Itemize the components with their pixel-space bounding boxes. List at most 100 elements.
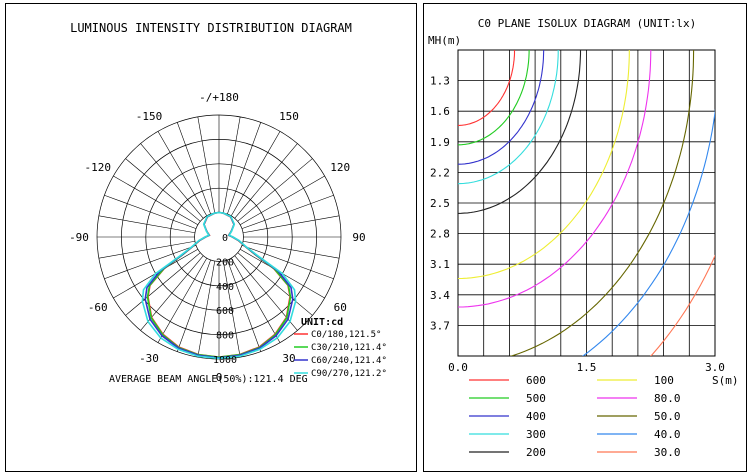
polar-legend-label: C90/270,121.2° [311,369,387,379]
polar-grid-spoke [222,116,241,214]
polar-legend-label: C0/180,121.5° [311,330,381,340]
isolux-y-tick: 2.8 [430,228,450,241]
polar-grid-spoke [104,194,197,229]
polar-curves [141,211,297,360]
isolux-y-tick: 1.6 [430,105,450,118]
polar-legend-label: C30/210,121.4° [311,343,387,353]
polar-grid-spoke [104,245,197,280]
polar-radial-tick: 0 [222,233,228,244]
isolux-y-axis-label: MH(m) [428,34,461,47]
polar-angle-label: 0 [216,371,223,384]
isolux-y-tick: 3.4 [430,289,450,302]
polar-grid-spoke [242,240,340,259]
polar-angle-label: -60 [88,301,108,314]
isolux-curves [458,50,715,356]
isolux-legend-label: 400 [526,410,546,423]
polar-grid-spoke [98,240,196,259]
isolux-contour [458,50,545,165]
polar-angle-label: 150 [279,110,299,123]
beam-angle-footer: AVERAGE BEAM ANGLE(50%):121.4 DEG [109,374,308,385]
polar-grid-spoke [157,257,208,343]
polar-angle-label: -120 [85,161,112,174]
polar-grid-spoke [230,131,281,217]
polar-grid-spoke [237,252,313,316]
isolux-grid [457,49,716,357]
polar-grid-spoke [241,194,334,229]
polar-legend-label: C60/240,121.4° [311,356,387,366]
isolux-legend-label: 50.0 [654,410,681,423]
polar-labels: -/+180 150 120 90 60 30 0 -30 -60 -90 -120 -150 0 200… [69,91,366,384]
isolux-y-tick: 3.7 [430,319,450,332]
polar-angle-label: 90 [352,231,365,244]
isolux-legend-label: 300 [526,428,546,441]
isolux-contour [458,50,582,214]
isolux-y-tick: 1.3 [430,75,450,88]
isolux-chart: C0 PLANE ISOLUX DIAGRAM (UNIT:lx) MH(m) S… [428,17,739,459]
polar-chart: LUMINOUS INTENSITY DISTRIBUTION DIAGRAM … [69,21,387,385]
polar-grid-spoke [234,143,298,219]
isolux-legend-label: 100 [654,374,674,387]
polar-radial-tick: 600 [216,306,234,317]
isolux-legend-label: 500 [526,392,546,405]
polar-grid-spoke [237,158,313,222]
polar-angle-label: -90 [69,231,89,244]
polar-angle-label: -150 [136,110,163,123]
polar-radial-tick: 400 [216,282,234,293]
polar-grid [96,114,342,360]
polar-grid-spoke [125,158,201,222]
isolux-y-tick: 1.9 [430,136,450,149]
isolux-legend-label: 40.0 [654,428,681,441]
polar-radial-tick: 800 [216,331,234,342]
polar-series-curve [141,211,297,360]
polar-grid-spoke [157,131,208,217]
polar-title: LUMINOUS INTENSITY DISTRIBUTION DIAGRAM [70,21,352,35]
polar-grid-spoke [113,175,199,226]
isolux-contour [650,254,715,356]
isolux-labels: MH(m) S(m) 1.3 1.6 1.9 2.2 2.5 2.8 3.1 3.4 3.7 0.0 1… [428,34,739,387]
polar-grid-spoke [239,175,325,226]
isolux-legend-label: 30.0 [654,446,681,459]
polar-grid-circle [194,212,244,262]
isolux-contour [582,108,715,356]
polar-grid-spoke [125,252,201,316]
isolux-legend-label: 200 [526,446,546,459]
polar-chart-panel: LUMINOUS INTENSITY DISTRIBUTION DIAGRAM … [5,3,417,472]
polar-angle-label: 30 [282,352,295,365]
polar-grid-spoke [197,260,216,358]
polar-grid-spoke [222,260,241,358]
polar-angle-label: 60 [334,301,347,314]
polar-grid-spoke [227,122,262,215]
isolux-legend-label: 80.0 [654,392,681,405]
polar-grid-spoke [242,215,340,234]
polar-radial-tick: 1000 [213,355,237,366]
polar-grid-spoke [227,259,262,352]
isolux-title: C0 PLANE ISOLUX DIAGRAM (UNIT:lx) [478,17,697,30]
unit-label: UNIT:cd [301,317,343,328]
polar-grid-spoke [98,215,196,234]
polar-legend: C0/180,121.5° C30/210,121.4° C60/240,121.4… [294,330,387,379]
isolux-x-tick: 0.0 [448,361,468,374]
isolux-contour [458,50,652,308]
isolux-contour [458,50,530,146]
isolux-chart-panel: C0 PLANE ISOLUX DIAGRAM (UNIT:lx) MH(m) S… [423,3,747,472]
polar-grid-spoke [140,143,204,219]
isolux-x-tick: 1.5 [577,361,597,374]
isolux-x-axis-label: S(m) [712,374,739,387]
polar-grid-spoke [197,116,216,214]
polar-angle-label: -30 [139,352,159,365]
isolux-legend-label: 600 [526,374,546,387]
isolux-contour [458,50,630,280]
polar-grid-spoke [176,122,211,215]
isolux-contour [458,50,516,126]
polar-angle-label: -/+180 [199,91,239,104]
isolux-legend: 600 500 400 300 200 100 80.0 50.0 40.0 30.0 [469,374,681,459]
isolux-y-tick: 3.1 [430,258,450,271]
isolux-contour [509,50,695,356]
isolux-x-tick: 3.0 [705,361,725,374]
isolux-y-tick: 2.2 [430,166,450,179]
polar-grid-spoke [241,245,334,280]
polar-radial-tick: 200 [216,257,234,268]
polar-grid-spoke [230,257,281,343]
isolux-contour [458,50,559,185]
isolux-y-tick: 2.5 [430,197,450,210]
